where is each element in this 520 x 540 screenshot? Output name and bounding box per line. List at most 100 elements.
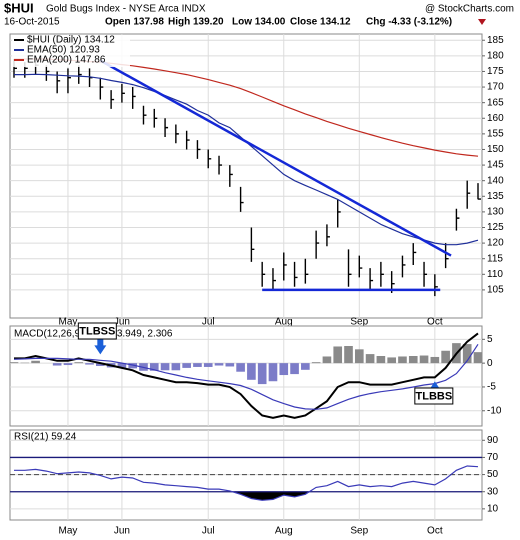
histogram-bar — [441, 350, 450, 364]
annotation-box — [77, 322, 117, 340]
quote-item: Open 137.98 — [105, 17, 164, 28]
y-tick-label: 115 — [487, 253, 503, 264]
histogram-bar — [419, 355, 429, 364]
price-bar — [164, 118, 169, 137]
legend-label: EMA(50) 120.93 — [27, 45, 100, 56]
price-bar — [293, 261, 298, 287]
histogram-bar — [473, 352, 483, 364]
price-bar — [250, 227, 255, 262]
y-tick-label: 105 — [487, 285, 504, 296]
y-tick-label: 140 — [487, 175, 504, 186]
chart-title: Gold Bugs Index - NYSE Arca INDX — [46, 4, 206, 15]
histogram-bar — [96, 363, 105, 366]
y-tick-label: 90 — [487, 435, 499, 446]
price-bar — [261, 261, 266, 287]
price-bar — [412, 243, 417, 265]
panel-frame — [9, 33, 483, 319]
annotation-box — [414, 387, 454, 405]
histogram-bar — [322, 356, 332, 364]
price-bar — [337, 199, 341, 228]
y-tick-label: 110 — [487, 269, 503, 280]
price-bar — [239, 186, 244, 212]
x-tick-label: Jul — [202, 526, 215, 537]
price-bar — [78, 65, 82, 84]
price-bar — [185, 130, 190, 150]
histogram-bar — [85, 363, 94, 365]
price-bar — [67, 68, 71, 94]
histogram-bar — [268, 363, 278, 382]
histogram-bar — [311, 362, 321, 364]
quote-item: High 139.20 — [168, 17, 224, 28]
price-bar — [380, 261, 384, 287]
annotation-arrow — [94, 338, 107, 355]
source: @ StockCharts.com — [425, 4, 514, 15]
x-tick-label: May — [59, 526, 78, 537]
price-bar — [315, 230, 320, 259]
histogram-bar — [9, 362, 19, 364]
price-bar — [99, 77, 104, 100]
histogram-bar — [203, 363, 213, 367]
histogram-bar — [149, 363, 159, 371]
price-bar — [423, 261, 428, 287]
price-bar — [142, 105, 147, 125]
price-bar — [326, 224, 330, 247]
x-tick-label: Oct — [427, 526, 443, 537]
signal-line — [13, 343, 479, 410]
price-bar — [196, 140, 201, 159]
price-bar — [444, 243, 449, 269]
y-tick-label: 125 — [487, 222, 504, 233]
price-bar — [434, 274, 438, 297]
y-tick-label: 135 — [487, 191, 504, 202]
trendline — [99, 59, 452, 257]
histogram-bar — [354, 349, 364, 364]
histogram-bar — [279, 363, 289, 376]
quote-item: Close 134.12 — [290, 17, 351, 28]
price-bar — [283, 252, 287, 281]
price-bar — [207, 149, 212, 169]
price-bar — [466, 180, 471, 209]
x-tick-label: Jun — [114, 526, 130, 537]
histogram-bar — [193, 363, 202, 367]
histogram-bar — [247, 363, 256, 380]
histogram-bar — [52, 363, 62, 366]
histogram-bar — [63, 363, 73, 366]
y-tick-label: 185 — [487, 35, 504, 46]
histogram-bar — [344, 346, 353, 364]
histogram-bar — [257, 363, 267, 385]
y-tick-label: -10 — [487, 405, 502, 416]
histogram-bar — [301, 363, 310, 370]
price-bar — [272, 268, 276, 290]
histogram-bar — [365, 354, 375, 364]
annotation-text: TLBBS — [416, 390, 453, 402]
y-tick-label: 30 — [487, 486, 499, 497]
histogram-bar — [74, 362, 84, 364]
histogram-bar — [408, 356, 418, 364]
quote-item: Low 134.00 — [232, 17, 286, 28]
y-tick-label: 155 — [487, 129, 504, 140]
histogram-bar — [376, 356, 386, 364]
y-tick-label: 165 — [487, 97, 504, 108]
down-arrow — [478, 19, 486, 25]
y-tick-label: 120 — [487, 238, 504, 249]
rsi-line — [14, 465, 479, 501]
histogram-bar — [430, 356, 440, 364]
legend-label: RSI(21) 59.24 — [14, 432, 77, 443]
y-tick-label: 170 — [487, 82, 504, 93]
legend-label: EMA(200) 147.86 — [27, 55, 106, 66]
histogram-bar — [225, 363, 235, 367]
y-tick-label: 175 — [487, 66, 504, 77]
price-bar — [218, 155, 223, 175]
histogram-bar — [290, 363, 299, 375]
histogram-bar — [462, 344, 472, 364]
panel-frame — [9, 325, 483, 427]
histogram-bar — [214, 363, 224, 366]
price-bar — [175, 124, 179, 144]
y-tick-label: 130 — [487, 207, 504, 218]
annotation-text: TLBSS — [79, 325, 115, 337]
price-bar — [131, 87, 136, 109]
price-bar — [45, 65, 50, 81]
x-tick-label: Jun — [114, 317, 130, 328]
y-tick-label: 180 — [487, 50, 504, 61]
histogram-bar — [387, 357, 396, 364]
